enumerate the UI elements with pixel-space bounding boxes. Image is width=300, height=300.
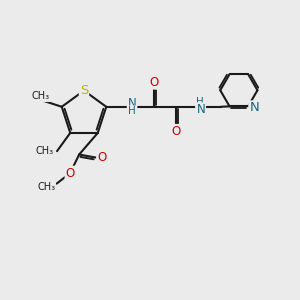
Text: S: S: [80, 84, 88, 97]
Text: O: O: [150, 76, 159, 89]
Text: O: O: [171, 125, 181, 138]
Text: N: N: [196, 103, 205, 116]
Text: O: O: [97, 151, 106, 164]
Text: CH₃: CH₃: [37, 182, 55, 192]
Text: H: H: [128, 106, 136, 116]
Text: N: N: [128, 97, 136, 110]
Text: N: N: [249, 101, 259, 114]
Text: O: O: [65, 167, 75, 180]
Text: CH₃: CH₃: [36, 146, 54, 156]
Text: H: H: [196, 97, 204, 107]
Text: CH₃: CH₃: [31, 91, 50, 101]
